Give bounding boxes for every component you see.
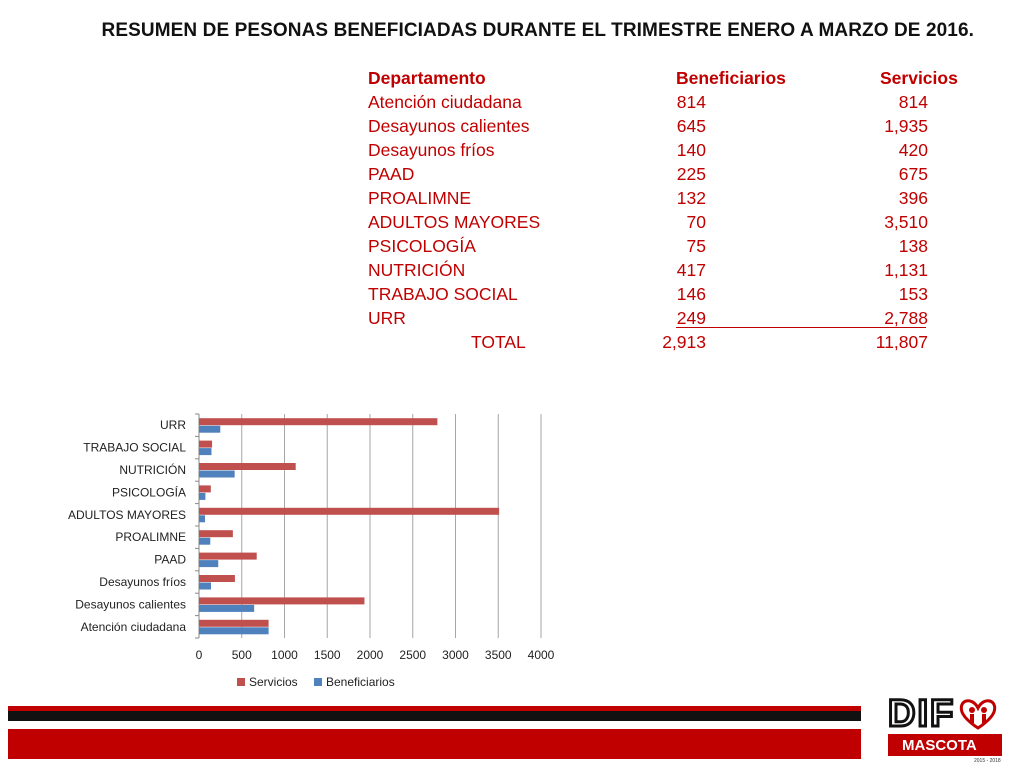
category-label: PROALIMNE	[115, 530, 186, 544]
bar-beneficiarios	[199, 492, 206, 500]
row-beneficiarios: 132	[676, 188, 706, 208]
bar-beneficiarios	[199, 627, 269, 635]
row-beneficiarios: 146	[676, 284, 706, 304]
bar-beneficiarios	[199, 604, 255, 612]
category-label: NUTRICIÓN	[119, 462, 186, 477]
row-departamento: URR	[368, 308, 406, 328]
bar-beneficiarios	[199, 582, 211, 590]
bar-beneficiarios	[199, 425, 221, 433]
legend-label-beneficiarios: Beneficiarios	[326, 675, 395, 689]
footer-stripe-black	[8, 711, 861, 721]
footer-stripe-red-bottom	[8, 729, 861, 759]
bar-servicios	[199, 440, 213, 448]
legend-swatch-beneficiarios	[314, 678, 322, 686]
bar-servicios	[199, 485, 211, 493]
row-departamento: Desayunos fríos	[368, 140, 495, 160]
x-tick-label: 500	[232, 648, 252, 662]
row-departamento: ADULTOS MAYORES	[368, 212, 541, 232]
category-label: Desayunos fríos	[99, 575, 186, 589]
bar-beneficiarios	[199, 470, 235, 478]
row-departamento: TRABAJO SOCIAL	[368, 284, 518, 304]
logo-dif-text: DIF	[888, 693, 955, 735]
x-tick-label: 1000	[271, 648, 298, 662]
legend-label-servicios: Servicios	[249, 675, 298, 689]
logo-mascota-text: MASCOTA	[902, 737, 977, 754]
category-label: PSICOLOGÍA	[112, 484, 186, 499]
bar-servicios	[199, 418, 438, 426]
bar-servicios	[199, 619, 269, 627]
bar-servicios	[199, 552, 257, 560]
footer-stripes	[0, 700, 1024, 768]
x-tick-label: 2500	[399, 648, 426, 662]
bar-beneficiarios	[199, 537, 211, 545]
row-servicios: 153	[898, 284, 928, 304]
dif-logo-graphic: DIF MASCOTA 2015 - 2018	[887, 692, 1002, 764]
row-servicios: 1,131	[884, 260, 928, 280]
category-label: Atención ciudadana	[81, 620, 187, 634]
bar-servicios	[199, 507, 500, 515]
total-servicios: 11,807	[875, 332, 928, 352]
category-label: URR	[160, 418, 186, 432]
row-beneficiarios: 645	[676, 116, 706, 136]
row-servicios: 396	[898, 188, 928, 208]
row-servicios: 420	[898, 140, 928, 160]
row-departamento: PROALIMNE	[368, 188, 472, 208]
row-departamento: PSICOLOGÍA	[368, 236, 476, 256]
row-servicios: 1,935	[884, 116, 928, 136]
category-label: PAAD	[154, 553, 186, 567]
bar-chart: 0 500 1000 1500 2000 2500 3000 3500 4000 Atención…	[0, 400, 580, 700]
row-servicios: 3,510	[884, 212, 928, 232]
row-departamento: NUTRICIÓN	[368, 260, 466, 280]
bar-servicios	[199, 597, 365, 605]
row-servicios: 675	[898, 164, 928, 184]
row-departamento: Atención ciudadana	[368, 92, 522, 112]
category-label: Desayunos calientes	[75, 597, 186, 611]
bar-beneficiarios	[199, 448, 212, 456]
bar-beneficiarios	[199, 560, 219, 568]
x-tick-label: 3500	[485, 648, 512, 662]
row-beneficiarios: 249	[676, 308, 706, 328]
row-servicios: 2,788	[884, 308, 928, 328]
row-departamento: PAAD	[368, 164, 415, 184]
heart-family-icon	[959, 699, 997, 730]
category-label: ADULTOS MAYORES	[68, 508, 186, 522]
row-servicios: 138	[898, 236, 928, 256]
bar-servicios	[199, 463, 296, 470]
bar-chart-svg: 0 500 1000 1500 2000 2500 3000 3500 4000 Atención…	[68, 413, 555, 689]
footer-stripe-red-top	[8, 706, 861, 713]
row-beneficiarios: 417	[676, 260, 706, 280]
total-label: TOTAL	[471, 332, 526, 352]
header-departamento: Departamento	[368, 68, 486, 88]
x-tick-label: 1500	[314, 648, 341, 662]
header-beneficiarios: Beneficiarios	[676, 68, 786, 88]
x-tick-label: 4000	[528, 648, 555, 662]
bar-servicios	[199, 530, 233, 538]
row-servicios: 814	[898, 92, 928, 112]
row-beneficiarios: 70	[686, 212, 706, 232]
row-beneficiarios: 814	[676, 92, 706, 112]
row-beneficiarios: 140	[676, 140, 706, 160]
page-title: RESUMEN DE PESONAS BENEFICIADAS DURANTE …	[101, 20, 974, 41]
dif-logo: DIF MASCOTA 2015 - 2018	[886, 690, 1006, 765]
header-servicios: Servicios	[880, 68, 958, 88]
row-beneficiarios: 75	[686, 236, 706, 256]
table-underline	[676, 327, 926, 328]
row-departamento: Desayunos calientes	[368, 116, 530, 136]
row-beneficiarios: 225	[676, 164, 706, 184]
logo-years-text: 2015 - 2018	[974, 758, 1001, 764]
total-beneficiarios: 2,913	[662, 332, 706, 352]
legend-swatch-servicios	[237, 678, 245, 686]
x-tick-label: 3000	[442, 648, 469, 662]
category-label: TRABAJO SOCIAL	[83, 441, 186, 455]
bar-beneficiarios	[199, 515, 205, 523]
x-tick-label: 0	[196, 648, 203, 662]
logo-mascota-bar	[888, 734, 1002, 756]
x-tick-label: 2000	[357, 648, 384, 662]
bar-servicios	[199, 575, 235, 582]
